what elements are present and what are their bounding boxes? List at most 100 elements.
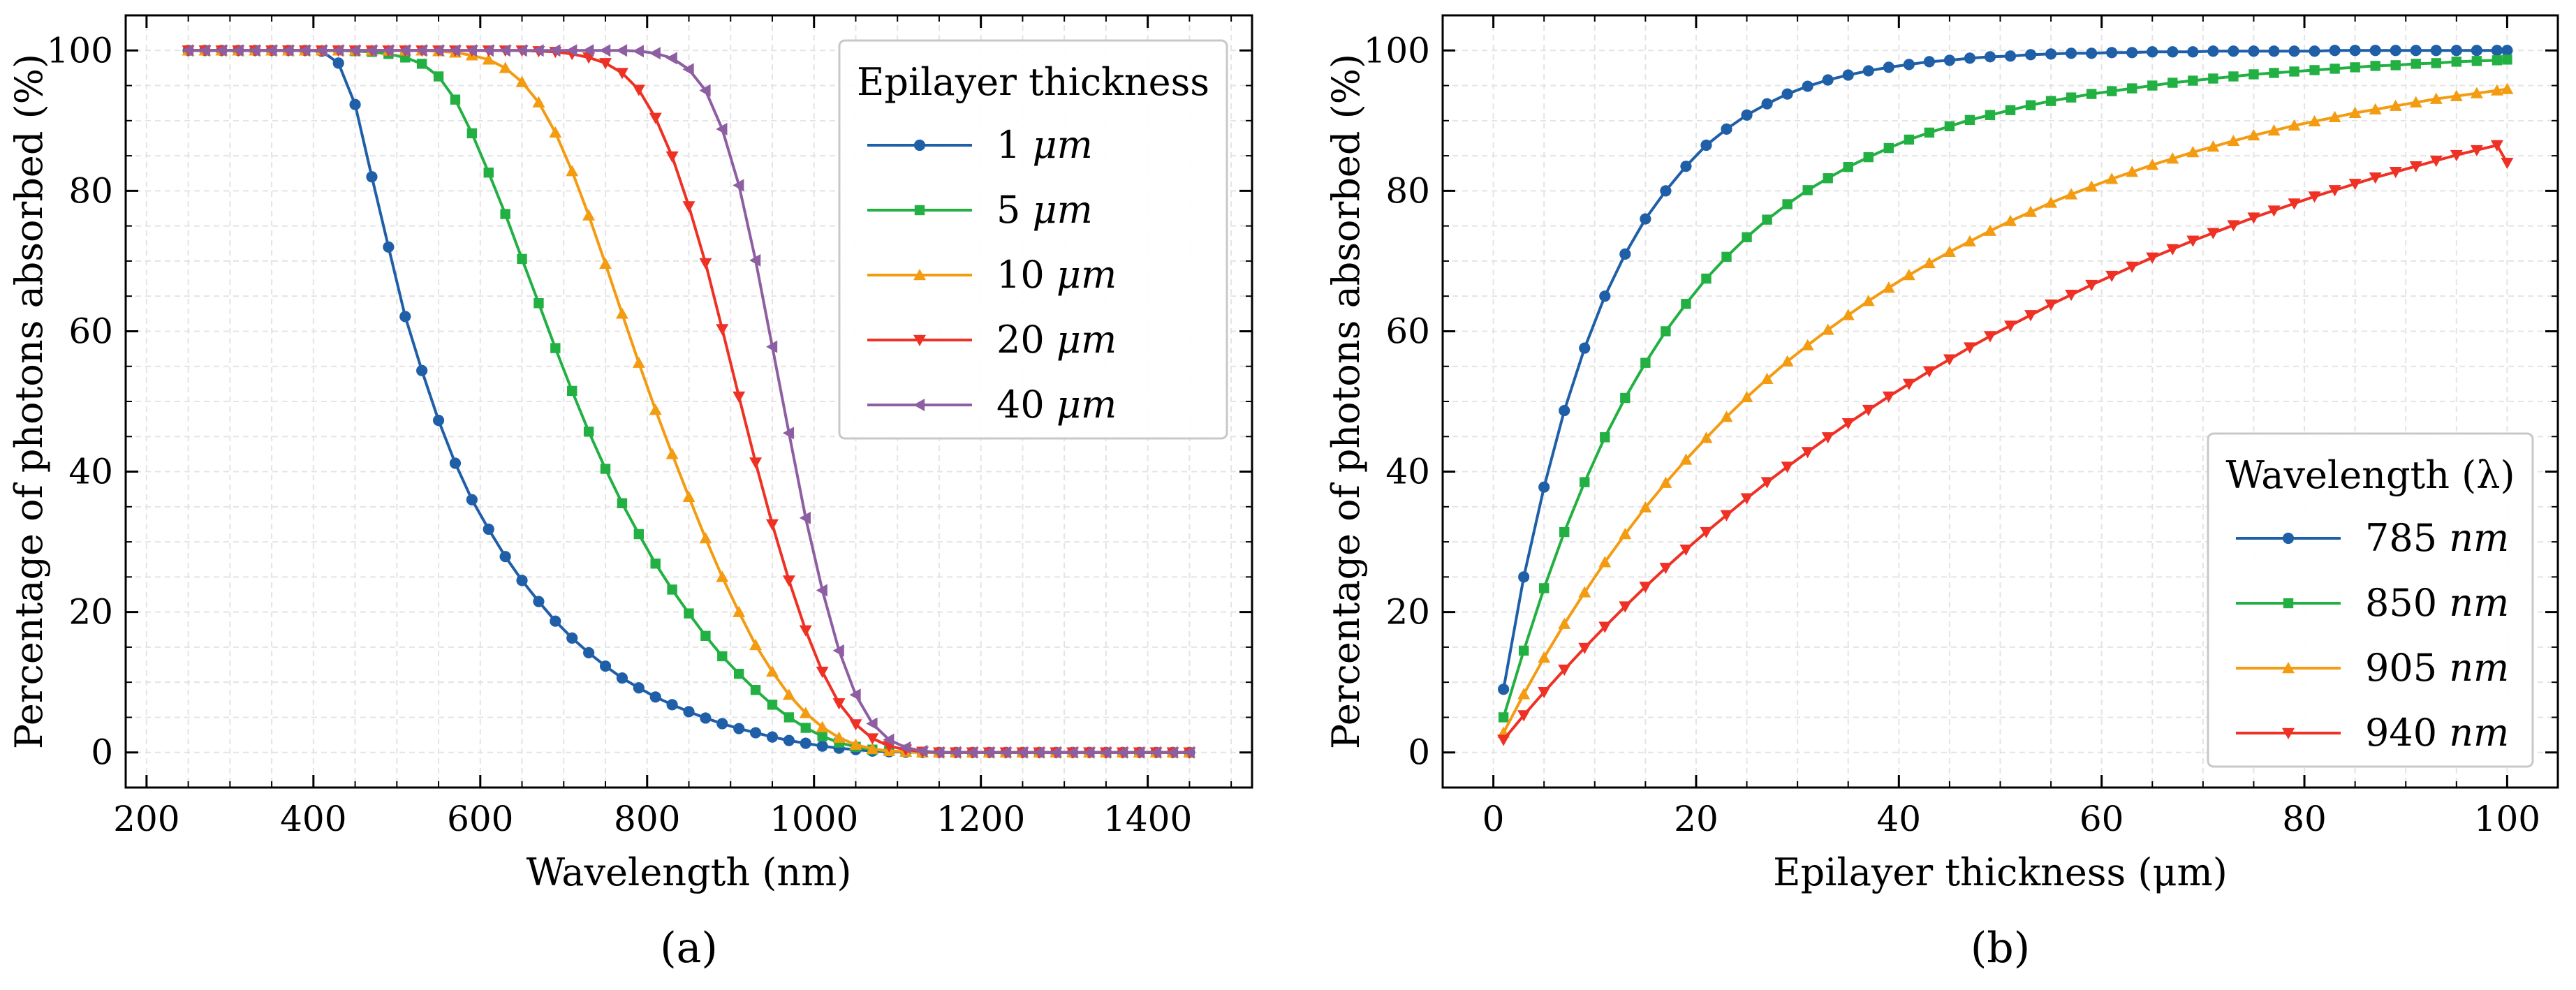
- data-point: [583, 427, 594, 437]
- data-point: [2410, 45, 2422, 57]
- data-point: [465, 44, 478, 57]
- data-point: [2004, 320, 2017, 332]
- data-point: [2045, 48, 2057, 60]
- data-point: [1538, 481, 1550, 493]
- data-point: [2389, 167, 2402, 179]
- data-point: [649, 112, 662, 124]
- data-point: [2470, 87, 2483, 98]
- series-group: [1497, 45, 2514, 746]
- x-tick-label: 100: [2474, 799, 2540, 839]
- data-point: [182, 44, 193, 57]
- data-point: [1659, 476, 1672, 488]
- data-point: [633, 682, 645, 694]
- data-point: [1985, 110, 1996, 120]
- data-point: [783, 712, 795, 723]
- data-point: [366, 171, 378, 183]
- data-point: [2451, 57, 2462, 67]
- data-point: [1823, 173, 1833, 184]
- y-tick-label: 100: [47, 30, 113, 71]
- data-point: [982, 746, 994, 759]
- data-point: [2146, 158, 2159, 170]
- data-point: [1883, 61, 1894, 73]
- data-point: [2490, 140, 2503, 152]
- data-point: [433, 71, 444, 82]
- data-point: [2309, 65, 2320, 75]
- data-point: [899, 741, 911, 754]
- data-point: [1619, 601, 1632, 613]
- data-point: [1558, 617, 1571, 629]
- data-point: [1822, 74, 1834, 86]
- data-point: [2411, 59, 2421, 69]
- data-point: [1099, 746, 1112, 759]
- data-point: [1963, 235, 1976, 246]
- data-point: [2004, 50, 2017, 62]
- panel-caption: (a): [660, 924, 718, 973]
- data-point: [399, 44, 411, 57]
- data-point: [1983, 331, 1996, 343]
- data-point: [2167, 46, 2179, 58]
- data-point: [2450, 89, 2463, 101]
- data-point: [932, 746, 945, 759]
- data-point: [800, 737, 811, 749]
- data-point: [1497, 734, 1510, 746]
- data-point: [2491, 45, 2503, 57]
- x-tick-label: 60: [2080, 799, 2124, 839]
- data-point: [799, 511, 811, 524]
- data-point: [1579, 342, 1591, 354]
- legend-label: 40 μm: [996, 383, 1117, 427]
- data-point: [399, 311, 411, 323]
- data-point: [432, 415, 445, 427]
- data-point: [1964, 114, 1975, 126]
- data-point: [1760, 372, 1774, 385]
- data-point: [482, 44, 494, 57]
- data-point: [600, 464, 611, 474]
- data-point: [533, 298, 544, 309]
- data-point: [816, 721, 829, 732]
- data-point: [667, 584, 677, 595]
- data-point: [2288, 119, 2301, 131]
- data-point: [2126, 261, 2139, 273]
- data-point: [1741, 109, 1753, 121]
- data-point: [1183, 746, 1195, 759]
- legend-label: 850 nm: [2365, 581, 2509, 625]
- data-point: [2492, 55, 2503, 66]
- data-point: [2390, 60, 2401, 71]
- data-point: [849, 719, 862, 731]
- data-point: [2450, 45, 2462, 57]
- data-point: [717, 651, 728, 662]
- data-point: [1740, 390, 1753, 403]
- data-point: [2086, 47, 2098, 59]
- data-point: [2024, 310, 2038, 322]
- y-tick-label: 0: [91, 732, 113, 773]
- x-tick-label: 1400: [1103, 799, 1192, 839]
- data-point: [2188, 75, 2198, 86]
- data-point: [2208, 73, 2218, 84]
- data-point: [749, 457, 763, 469]
- data-point: [2450, 149, 2463, 162]
- data-point: [2490, 84, 2503, 96]
- data-point: [416, 364, 428, 376]
- data-point: [516, 575, 528, 586]
- data-point: [765, 340, 778, 353]
- data-point: [866, 742, 879, 754]
- legend-title: Epilayer thickness: [857, 60, 1209, 104]
- data-point: [1720, 411, 1733, 422]
- data-point: [733, 723, 745, 734]
- data-point: [2390, 45, 2401, 57]
- data-point: [1518, 571, 1530, 583]
- data-point: [783, 734, 795, 746]
- data-point: [1701, 273, 1712, 284]
- data-point: [2187, 46, 2199, 58]
- legend-item: 5 μm: [867, 188, 1093, 232]
- y-tick-label: 40: [1385, 452, 1430, 492]
- data-point: [1016, 746, 1028, 759]
- data-point: [2105, 270, 2119, 283]
- legend-marker: [2282, 727, 2295, 739]
- data-point: [866, 717, 878, 730]
- data-point: [816, 740, 828, 752]
- data-point: [749, 253, 761, 267]
- data-point: [1498, 684, 1510, 695]
- data-point: [1166, 746, 1178, 759]
- data-point: [1700, 431, 1713, 443]
- data-point: [1721, 123, 1732, 135]
